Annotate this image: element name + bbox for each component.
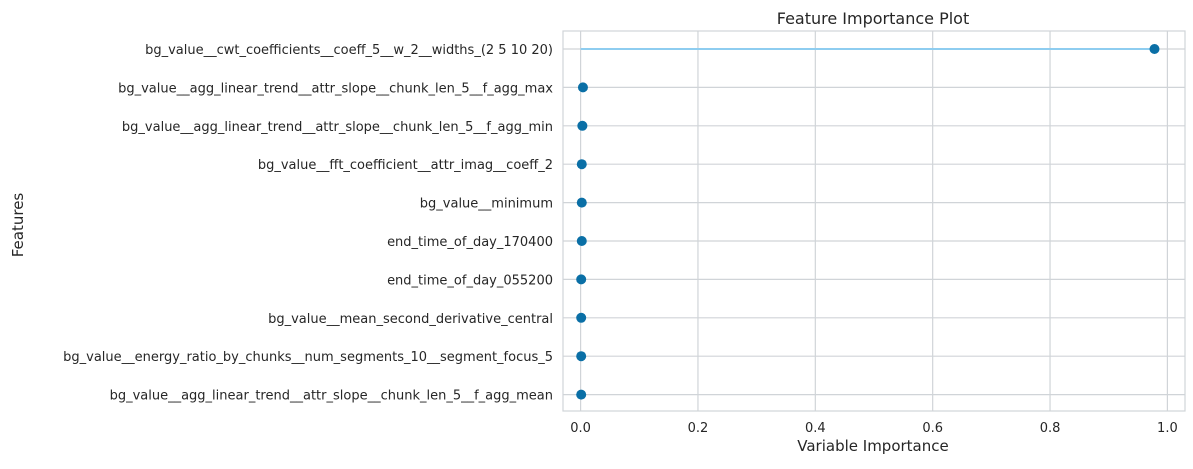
importance-point [576, 351, 587, 362]
plot-frame [562, 30, 1186, 412]
feature-label: bg_value__energy_ratio_by_chunks__num_se… [63, 350, 553, 365]
feature-label: bg_value__agg_linear_trend__attr_slope__… [110, 389, 553, 404]
importance-point [576, 197, 587, 208]
x-tick-label: 0.2 [688, 421, 709, 436]
x-axis-label: Variable Importance [797, 437, 948, 455]
feature-label: bg_value__agg_linear_trend__attr_slope__… [122, 120, 553, 135]
labels-layer: 0.0 0.2 0.4 0.6 0.8 1.0 bg_value__cwt_coeffici… [63, 43, 1178, 436]
feature-label: bg_value__agg_linear_trend__attr_slope__… [118, 81, 553, 96]
feature-label: end_time_of_day_170400 [387, 235, 553, 250]
x-tick-label: 0.4 [805, 421, 826, 436]
chart-title: Feature Importance Plot [777, 9, 969, 28]
marks-layer [576, 44, 1160, 400]
feature-label: end_time_of_day_055200 [387, 273, 553, 288]
importance-point [577, 82, 588, 93]
importance-point [576, 274, 587, 285]
importance-point [576, 159, 587, 170]
feature-label: bg_value__cwt_coefficients__coeff_5__w_2… [145, 43, 553, 58]
feature-label: bg_value__fft_coefficient__attr_imag__co… [258, 158, 553, 173]
feature-label: bg_value__minimum [420, 197, 553, 212]
plot-border [562, 30, 1186, 412]
x-tick-label: 0.6 [922, 421, 943, 436]
importance-point [577, 120, 588, 131]
feature-label: bg_value__mean_second_derivative_central [268, 312, 553, 327]
y-axis-label: Features [9, 193, 27, 258]
x-tick-label: 0.0 [570, 421, 591, 436]
x-tick-label: 0.8 [1040, 421, 1061, 436]
importance-point [576, 312, 587, 323]
grid-layer [563, 31, 1185, 411]
x-tick-label: 1.0 [1157, 421, 1178, 436]
importance-point [576, 389, 587, 400]
importance-point [1149, 44, 1160, 54]
importance-point [576, 236, 587, 246]
